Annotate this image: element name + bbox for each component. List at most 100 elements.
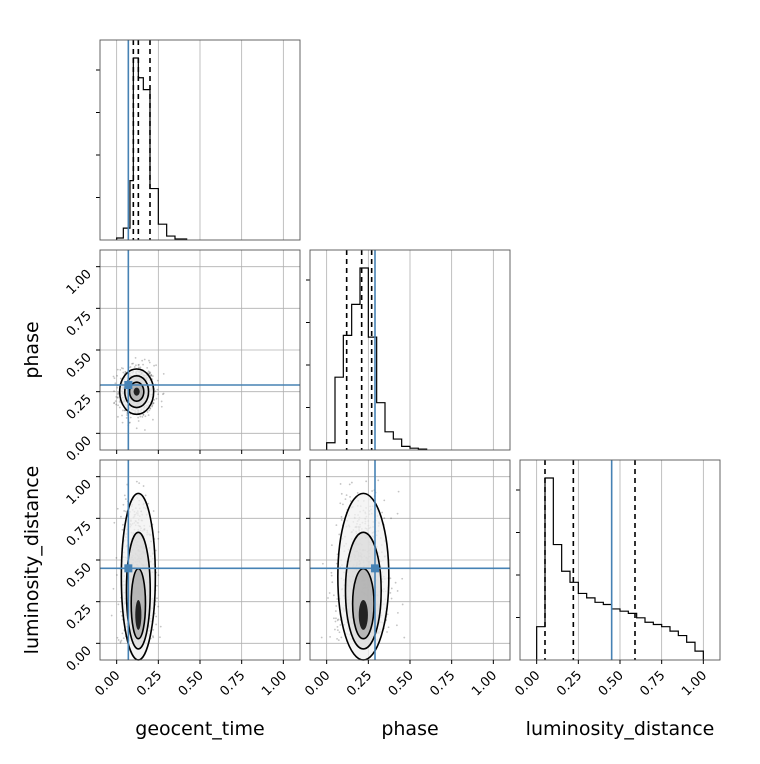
sample-point <box>144 429 146 431</box>
sample-point <box>113 377 116 380</box>
sample-point <box>390 587 393 590</box>
sample-point <box>156 379 159 382</box>
sample-point <box>122 371 125 374</box>
sample-point <box>117 639 120 641</box>
sample-point <box>349 500 352 502</box>
sample-point <box>395 624 398 627</box>
sample-point <box>152 418 154 421</box>
sample-point <box>154 390 157 393</box>
sample-point <box>119 377 122 380</box>
sample-point <box>336 625 339 628</box>
sample-point <box>114 400 117 403</box>
x-tick-label: 0.00 <box>92 668 123 699</box>
sample-point <box>142 485 145 487</box>
sample-point <box>141 359 144 362</box>
sample-point <box>350 481 353 484</box>
sample-point <box>339 502 342 505</box>
sample-point <box>389 577 392 580</box>
sample-point <box>124 370 127 373</box>
sample-point <box>135 427 138 430</box>
sample-point <box>330 544 333 547</box>
sample-point <box>134 364 137 367</box>
sample-point <box>142 413 145 416</box>
sample-point <box>143 358 146 361</box>
x-tick-label: 0.25 <box>554 668 585 699</box>
x-tick-label: 0.50 <box>596 668 627 699</box>
sample-point <box>150 373 153 376</box>
density-panel-geocent_time-luminosity_distance <box>99 459 301 661</box>
sample-point <box>122 409 124 412</box>
sample-point <box>148 372 151 375</box>
sample-point <box>116 636 119 639</box>
sample-point <box>119 640 122 643</box>
sample-point <box>124 498 127 500</box>
sample-point <box>147 502 150 505</box>
sample-point <box>148 372 151 375</box>
sample-point <box>116 386 119 389</box>
sample-point <box>356 492 359 494</box>
sample-point <box>332 594 335 597</box>
sample-point <box>327 597 329 599</box>
sample-point <box>125 510 127 513</box>
sample-point <box>396 512 399 515</box>
sample-point <box>152 635 154 638</box>
sample-point <box>348 483 351 486</box>
sample-point <box>328 592 331 594</box>
sample-point <box>330 571 333 574</box>
sample-point <box>344 498 347 500</box>
sample-point <box>381 511 384 514</box>
sample-point <box>119 368 122 371</box>
sample-point <box>139 366 142 369</box>
sample-point <box>146 366 149 369</box>
hist-step-line <box>326 267 428 450</box>
sample-point <box>152 402 155 404</box>
sample-point <box>113 402 115 405</box>
sample-point <box>120 639 123 642</box>
x-tick-label: 0.00 <box>512 668 543 699</box>
sample-point <box>340 492 343 495</box>
y-tick-label: 0.75 <box>64 519 95 550</box>
sample-point <box>148 361 151 364</box>
sample-point <box>116 368 119 371</box>
x-tick-label: 0.50 <box>176 668 207 699</box>
x-tick-label: 1.00 <box>469 668 500 699</box>
sample-point <box>387 626 390 629</box>
sample-point <box>153 364 155 367</box>
sample-point <box>110 614 113 617</box>
sample-point <box>126 414 128 416</box>
panel-frame <box>99 39 301 241</box>
sample-point <box>396 590 399 592</box>
sample-point <box>134 356 137 359</box>
sample-point <box>123 494 126 497</box>
sample-point <box>390 597 393 600</box>
sample-point <box>397 490 400 493</box>
sample-point <box>377 479 380 482</box>
sample-point <box>151 402 154 405</box>
sample-point <box>342 503 344 506</box>
sample-point <box>386 631 388 633</box>
hist-step-line <box>116 57 188 240</box>
sample-point <box>152 628 155 631</box>
sample-point <box>137 416 140 419</box>
sample-point <box>150 374 152 377</box>
sample-point <box>401 603 404 606</box>
sample-point <box>159 636 161 639</box>
sample-point <box>118 406 121 409</box>
sample-point <box>155 397 158 400</box>
panel-frame <box>309 249 511 451</box>
x-tick-label: 1.00 <box>679 668 710 699</box>
sample-point <box>334 610 337 612</box>
y-tick-label: 1.00 <box>64 267 95 298</box>
sample-point <box>115 396 118 398</box>
sample-point <box>141 416 144 418</box>
sample-point <box>151 405 153 408</box>
sample-point <box>128 421 131 424</box>
sample-point <box>330 574 333 577</box>
y-tick-label: 0.50 <box>64 560 95 591</box>
sample-point <box>131 362 133 365</box>
y-tick-label: 0.75 <box>64 309 95 340</box>
sample-point <box>340 636 343 639</box>
sample-point <box>157 537 160 540</box>
sample-point <box>151 404 154 407</box>
sample-point <box>390 517 392 520</box>
